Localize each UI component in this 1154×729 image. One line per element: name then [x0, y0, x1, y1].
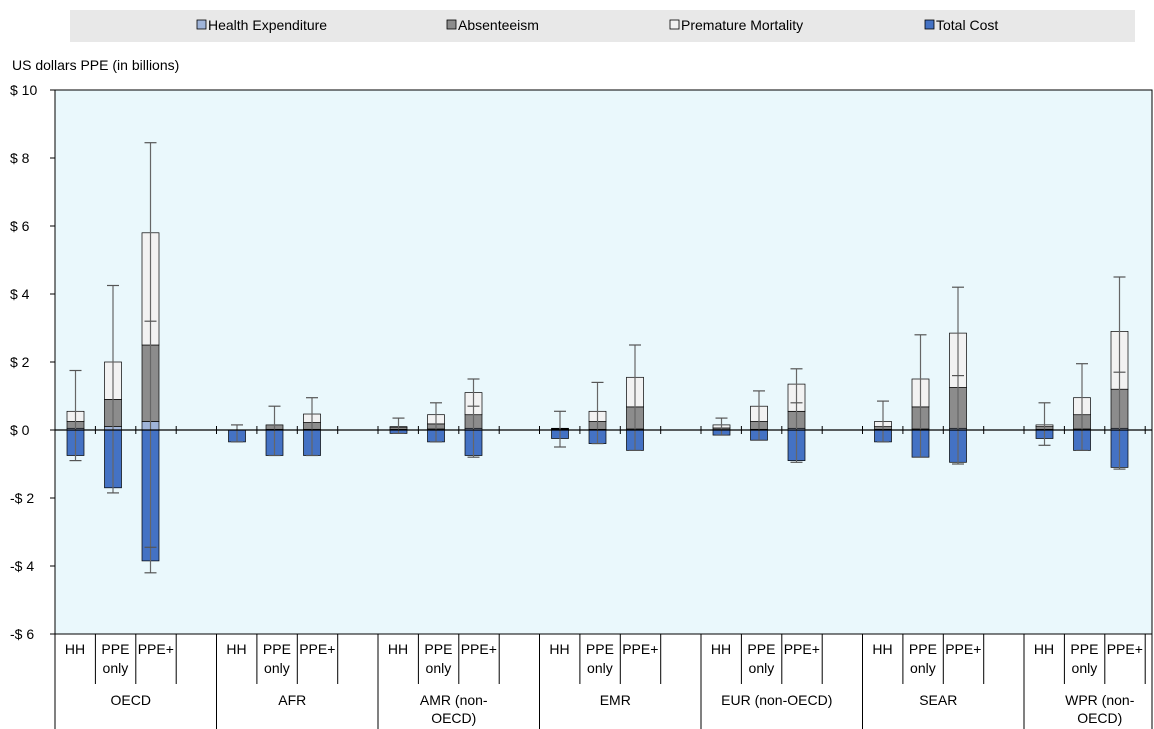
x-sub-label: only: [103, 660, 129, 676]
legend-swatch-2: [669, 19, 680, 30]
y-axis: $ 10 $ 8 $ 6 $ 4 $ 2 $ 0 -$ 2 -$ 4 -$ 6: [10, 82, 55, 642]
legend-label-2: Premature Mortality: [681, 17, 803, 33]
x-sub-label: PPE+: [622, 641, 658, 657]
plot-area: [54, 89, 1153, 635]
y-tick-label: -$ 2: [10, 490, 34, 506]
legend-swatch-0: [196, 19, 207, 30]
legend-swatch-1: [446, 19, 457, 30]
y-tick-label: $ 8: [10, 150, 30, 166]
x-sub-label: PPE: [263, 641, 291, 657]
x-group-label: AFR: [278, 692, 306, 708]
x-sub-label: PPE+: [1107, 641, 1143, 657]
y-tick-label: $ 10: [10, 82, 37, 98]
x-sub-label: HH: [388, 641, 408, 657]
x-sub-label: HH: [226, 641, 246, 657]
x-group-label: SEAR: [919, 692, 957, 708]
x-axis: HH PPE only PPE+ OECD HH PPE only PPE+ AFR HH PPE on…: [54, 634, 1153, 729]
x-group-label: OECD: [111, 692, 151, 708]
x-group-label: EMR: [600, 692, 631, 708]
legend: Health Expenditure Absenteeism Premature M…: [70, 10, 1135, 42]
legend-label-1: Absenteeism: [458, 17, 539, 33]
x-group-label: OECD): [1077, 710, 1122, 726]
x-sub-label: PPE: [1070, 641, 1098, 657]
y-tick-label: $ 0: [10, 422, 30, 438]
x-sub-label: PPE+: [945, 641, 981, 657]
x-sub-label: HH: [872, 641, 892, 657]
x-sub-label: HH: [1034, 641, 1054, 657]
x-sub-label: only: [1072, 660, 1098, 676]
legend-label-3: Total Cost: [936, 17, 998, 33]
y-tick-label: $ 4: [10, 286, 30, 302]
x-sub-label: PPE: [424, 641, 452, 657]
legend-label-0: Health Expenditure: [208, 17, 327, 33]
x-sub-label: only: [587, 660, 613, 676]
x-sub-label: PPE: [909, 641, 937, 657]
y-axis-label: US dollars PPE (in billions): [12, 57, 179, 73]
x-sub-label: PPE: [101, 641, 129, 657]
x-sub-label: PPE+: [299, 641, 335, 657]
y-tick-label: $ 2: [10, 354, 30, 370]
x-sub-label: HH: [65, 641, 85, 657]
x-sub-label: PPE: [586, 641, 614, 657]
x-group-label: EUR (non-OECD): [721, 692, 832, 708]
x-group-label: WPR (non-: [1065, 692, 1135, 708]
y-tick-label: -$ 6: [10, 626, 34, 642]
legend-background: [70, 10, 1135, 42]
x-sub-label: only: [264, 660, 290, 676]
x-sub-label: PPE+: [138, 641, 174, 657]
x-sub-label: HH: [711, 641, 731, 657]
x-sub-label: only: [749, 660, 775, 676]
x-sub-label: HH: [549, 641, 569, 657]
y-tick-label: $ 6: [10, 218, 30, 234]
x-group-label: AMR (non-: [420, 692, 488, 708]
plot-background: [54, 89, 1153, 635]
x-sub-label: only: [426, 660, 452, 676]
x-sub-label: PPE+: [461, 641, 497, 657]
legend-swatch-3: [924, 19, 935, 30]
x-sub-label: PPE+: [784, 641, 820, 657]
x-sub-label: PPE: [747, 641, 775, 657]
x-group-label: OECD): [431, 710, 476, 726]
y-tick-label: -$ 4: [10, 558, 34, 574]
x-sub-label: only: [910, 660, 936, 676]
